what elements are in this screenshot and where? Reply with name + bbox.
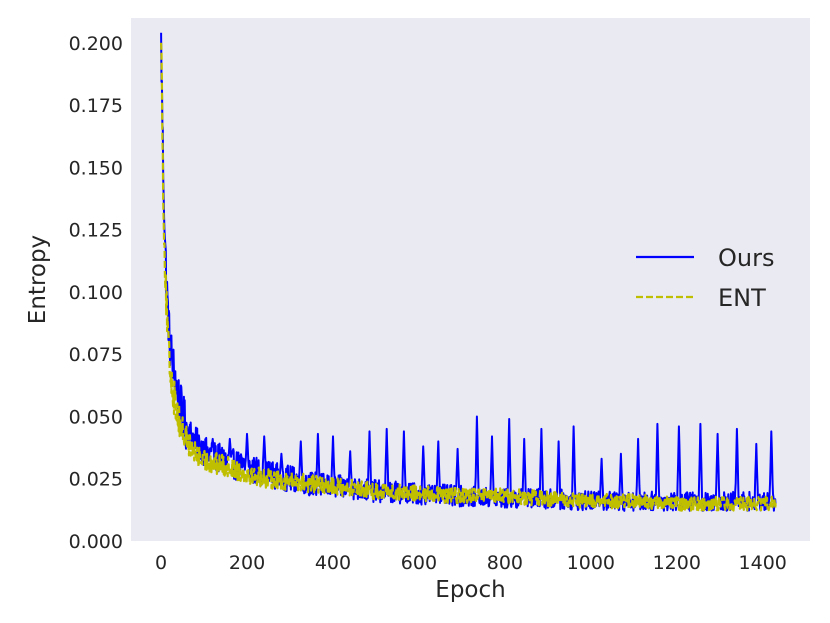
x-axis-label: Epoch (435, 577, 505, 603)
legend-label-ent: ENT (718, 284, 766, 312)
legend: Ours ENT (636, 244, 774, 312)
y-tick-label: 0.050 (69, 406, 123, 428)
y-axis-ticks: 0.000 0.025 0.050 0.075 0.100 0.125 0.150 0.175… (69, 33, 123, 553)
x-tick-label: 400 (315, 552, 351, 574)
plot-area (131, 18, 810, 541)
legend-label-ours: Ours (718, 244, 774, 272)
y-tick-label: 0.125 (69, 220, 123, 242)
y-tick-label: 0.175 (69, 95, 123, 117)
x-axis-ticks: 0 200 400 600 800 1000 1200 1400 (155, 552, 787, 574)
x-tick-label: 1200 (653, 552, 701, 574)
y-axis-label: Entropy (25, 235, 51, 324)
y-tick-label: 0.075 (69, 344, 123, 366)
x-tick-label: 800 (487, 552, 523, 574)
y-tick-label: 0.000 (69, 531, 123, 553)
series-layer (160, 32, 777, 512)
y-tick-label: 0.150 (69, 157, 123, 179)
y-tick-label: 0.200 (69, 33, 123, 55)
x-tick-label: 1400 (739, 552, 787, 574)
x-tick-label: 200 (229, 552, 265, 574)
y-tick-label: 0.025 (69, 469, 123, 491)
x-tick-label: 1000 (567, 552, 615, 574)
y-tick-label: 0.100 (69, 282, 123, 304)
series-line-ent (160, 42, 777, 512)
x-tick-label: 0 (155, 552, 167, 574)
x-tick-label: 600 (401, 552, 437, 574)
